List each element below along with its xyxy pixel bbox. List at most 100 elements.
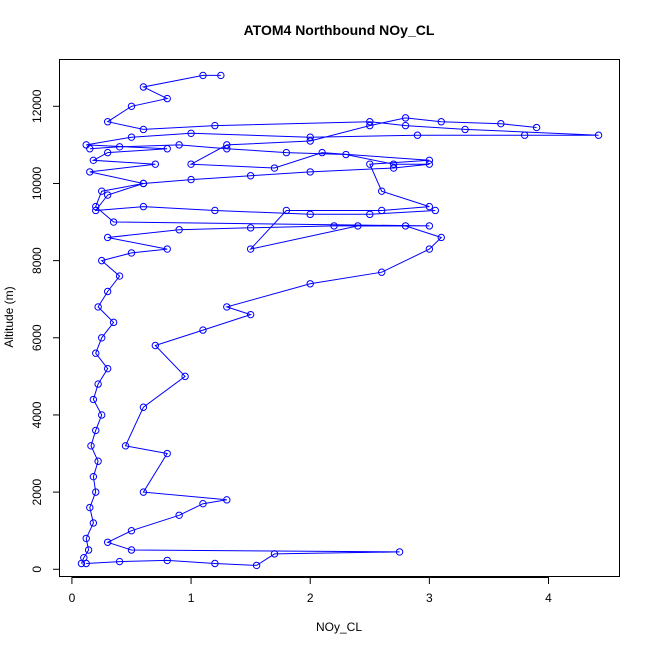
data-point [520,131,529,139]
data-point [366,118,374,126]
data-point [92,488,100,496]
data-point [94,303,102,311]
data-point [103,148,112,157]
data-point [306,137,314,145]
y-tick-label: 4000 [30,401,44,428]
data-point [115,272,124,280]
data-point [175,141,183,149]
data-point [282,148,291,157]
data-point [431,206,440,215]
chart-title: ATOM4 Northbound NOy_CL [244,22,435,38]
y-axis-label: Altitude (m) [2,286,16,347]
data-point [139,488,148,496]
data-point [306,168,314,176]
data-point [246,310,255,319]
data-point [98,411,106,419]
series-line [86,117,537,566]
data-point [223,145,231,153]
data-point [270,550,279,558]
data-point [89,156,98,165]
data-point [378,187,386,195]
data-point [139,403,148,411]
data-point [139,179,148,188]
data-point [139,83,148,91]
data-point [413,131,422,139]
data-point [86,145,94,153]
data-point [87,442,95,450]
data-point [127,102,136,110]
data-point [199,499,207,508]
y-tick-label: 10000 [30,166,44,200]
x-tick-label: 1 [188,591,195,605]
data-point [366,121,374,130]
data-point [437,118,445,126]
data-point [109,318,118,327]
y-tick-label: 2000 [30,478,44,505]
data-point [94,457,102,465]
data-point [187,175,195,184]
data-point [366,210,374,219]
series-layer [77,71,603,570]
data-point [223,496,231,504]
data-point [246,224,255,232]
x-axis: 0 1 2 3 4 [69,577,552,605]
data-point [127,249,136,257]
data-point [389,160,398,168]
data-point [401,121,410,130]
data-point [103,538,112,546]
y-axis: 0 2000 4000 6000 8000 10000 12000 [30,89,60,573]
y-tick-label: 8000 [30,247,44,274]
data-point [163,556,171,565]
data-point [127,133,136,141]
data-point [89,472,98,481]
data-point [270,164,279,172]
y-tick-label: 12000 [30,89,44,123]
data-point [121,442,130,450]
data-point [366,160,374,168]
data-point [211,121,219,130]
data-point [89,519,98,527]
data-point [252,561,261,570]
data-point [92,426,100,435]
data-point [127,527,136,535]
data-point [425,156,434,165]
data-point [223,303,231,311]
data-point [425,245,434,253]
data-point [98,334,106,342]
y-tick-label: 0 [30,566,44,573]
data-point [318,148,326,157]
data-point [437,233,445,242]
data-series [86,141,440,219]
data-point [246,245,255,253]
data-point [103,118,112,126]
data-point [425,160,434,168]
series-line [89,144,436,215]
data-point [246,172,255,180]
data-point [86,503,94,512]
data-point [175,226,183,234]
data-point [306,210,314,219]
data-point [211,206,219,215]
data-point [342,150,350,159]
data-point [181,372,189,381]
data-point [92,349,100,357]
data-point [497,119,505,128]
data-point [211,559,219,568]
data-point [98,256,106,265]
data-point [217,71,225,80]
data-point [151,160,160,168]
data-point [86,168,94,176]
data-point [389,164,398,172]
x-axis-label: NOy_CL [316,620,362,634]
data-point [163,245,171,253]
data-point [395,548,404,556]
data-point [139,202,148,211]
data-point [82,559,90,568]
data-point [401,222,410,230]
data-point [139,125,148,134]
data-point [199,326,207,334]
x-tick-label: 2 [307,591,314,605]
data-point [103,191,112,199]
